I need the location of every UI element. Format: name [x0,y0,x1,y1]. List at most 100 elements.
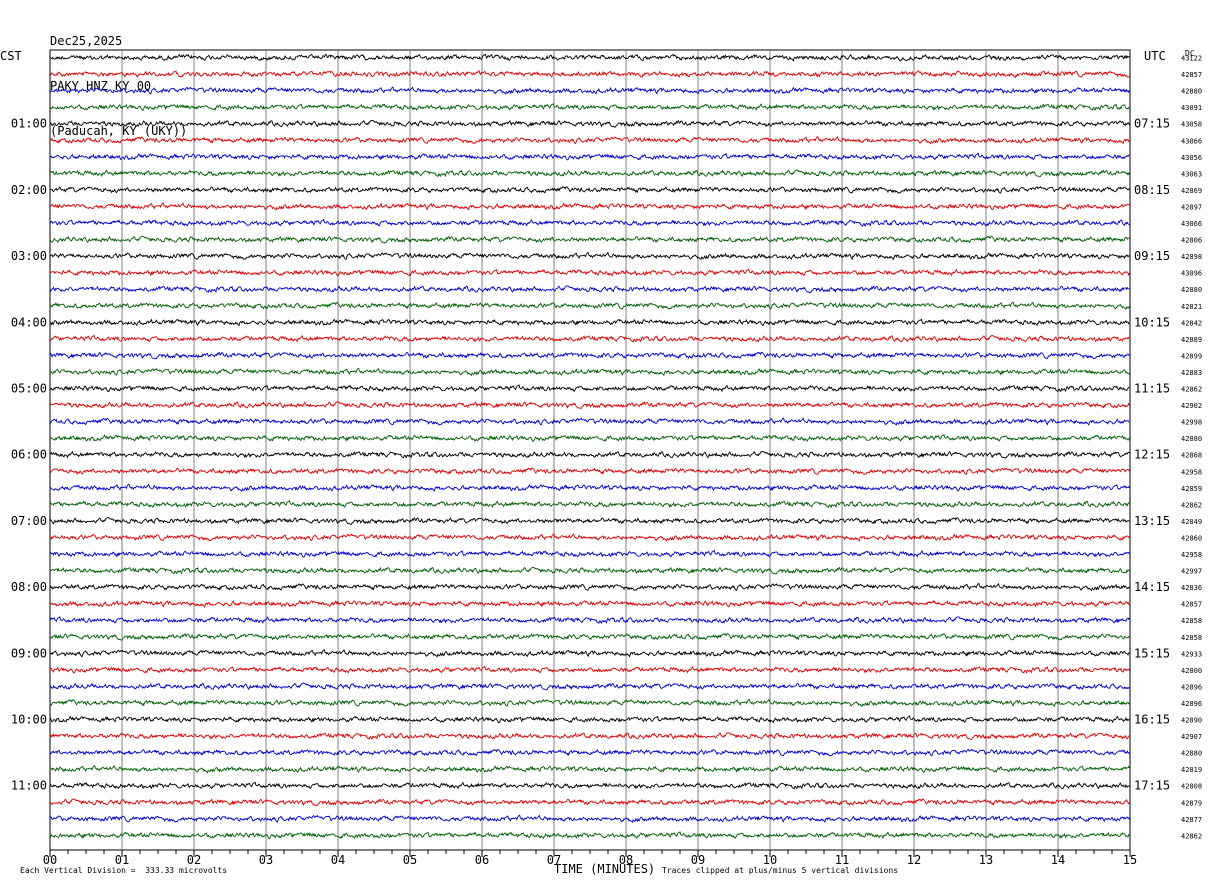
left-hour-label: 06:00 [11,448,47,462]
dc-offset-label: 42859 [1181,485,1202,493]
dc-offset-label: 43091 [1181,104,1202,112]
seismic-trace [49,119,1130,128]
seismic-trace [49,102,1130,111]
dc-offset-label: 43096 [1181,270,1202,278]
seismic-trace [49,218,1130,227]
x-tick-label: 08 [619,853,633,867]
seismic-trace [49,732,1130,740]
seismic-trace [49,649,1130,658]
dc-offset-label: 43066 [1181,220,1202,228]
dc-offset-label: 42819 [1181,766,1202,774]
seismic-trace [49,500,1130,509]
dc-offset-label: 42880 [1181,286,1202,294]
seismic-trace [49,318,1130,327]
x-tick-label: 14 [1051,853,1065,867]
plot-frame [49,49,1131,851]
dc-offset-label: 42879 [1181,799,1202,807]
seismic-trace [49,665,1130,674]
seismic-trace [49,351,1130,360]
left-hour-label: 07:00 [11,514,47,528]
x-tick-label: 03 [259,853,273,867]
dc-offset-label: 42902 [1181,402,1202,410]
seismic-trace [49,615,1130,625]
seismic-trace [49,367,1130,377]
seismic-trace [49,483,1130,493]
left-timezone-label: CST [0,49,22,63]
seismic-trace [49,433,1130,442]
seismic-trace [49,268,1130,277]
seismic-trace [49,251,1130,261]
x-tick-label: 06 [475,853,489,867]
right-hour-label: 15:15 [1134,646,1170,660]
x-tick-label: 13 [979,853,993,867]
left-hour-label: 01:00 [11,117,47,131]
left-hour-label: 04:00 [11,315,47,329]
seismic-trace [49,69,1130,79]
seismic-trace [49,86,1130,95]
seismic-trace [49,152,1130,161]
dc-offset-label: 42808 [1181,783,1202,791]
dc-offset-label: 42889 [1181,336,1202,344]
seismic-trace [49,450,1130,459]
right-timezone-label: UTC [1144,49,1166,63]
seismic-trace [49,401,1130,409]
x-tick-label: 12 [907,853,921,867]
seismic-trace [49,781,1130,790]
left-hour-label: 09:00 [11,646,47,660]
seismic-trace [49,334,1130,343]
dc-offset-label: 42898 [1181,253,1202,261]
left-hour-label: 10:00 [11,713,47,727]
dc-offset-label: 42857 [1181,601,1202,609]
seismic-trace [49,599,1130,608]
seismic-trace [49,384,1130,393]
dc-offset-label: 42858 [1181,617,1202,625]
right-hour-label: 16:15 [1134,713,1170,727]
dc-column-label: DC [1185,49,1195,58]
left-hour-label: 05:00 [11,382,47,396]
dc-offset-label: 42800 [1181,667,1202,675]
left-hour-label: 08:00 [11,580,47,594]
seismic-trace [49,285,1130,294]
seismic-trace [49,582,1130,592]
seismic-trace [49,831,1130,840]
dc-offset-label: 42849 [1181,518,1202,526]
dc-offset-label: 42862 [1181,832,1202,840]
right-hour-label: 07:15 [1134,117,1170,131]
seismic-trace [49,235,1130,244]
dc-offset-label: 42958 [1181,468,1202,476]
clip-note: Traces clipped at plus/minus 5 vertical … [662,866,899,875]
seismic-trace [49,765,1130,774]
seismic-trace [49,632,1130,641]
x-tick-label: 05 [403,853,417,867]
dc-offset-label: 42997 [1181,568,1202,576]
left-hour-label: 11:00 [11,779,47,793]
dc-offset-label: 42869 [1181,187,1202,195]
dc-offset-label: 42958 [1181,551,1202,559]
x-tick-label: 07 [547,853,561,867]
left-hour-label: 03:00 [11,249,47,263]
dc-offset-label: 42842 [1181,319,1202,327]
scale-note: Each Vertical Division = 333.33 microvol… [20,866,228,875]
dc-offset-label: 42806 [1181,237,1202,245]
dc-offset-label: 43066 [1181,137,1202,145]
seismic-trace [49,186,1130,194]
x-axis-label: TIME (MINUTES) [554,862,656,876]
dc-offset-label: 43063 [1181,170,1202,178]
right-hour-label: 10:15 [1134,315,1170,329]
right-hour-label: 17:15 [1134,779,1170,793]
seismic-trace [49,748,1130,757]
seismic-trace [49,202,1130,211]
seismic-trace [49,814,1130,824]
dc-offset-label: 43122 [1181,55,1202,63]
seismic-trace [49,549,1130,558]
dc-offset-label: 42890 [1181,717,1202,725]
seismic-trace [49,136,1130,145]
dc-offset-label: 42857 [1181,71,1202,79]
seismic-trace [49,798,1130,807]
dc-offset-label: 42860 [1181,534,1202,542]
right-hour-label: 14:15 [1134,580,1170,594]
dc-offset-label: 43058 [1181,121,1202,129]
station-location: (Paducah, KY (UKY)) [50,124,188,138]
dc-offset-label: 42907 [1181,733,1202,741]
